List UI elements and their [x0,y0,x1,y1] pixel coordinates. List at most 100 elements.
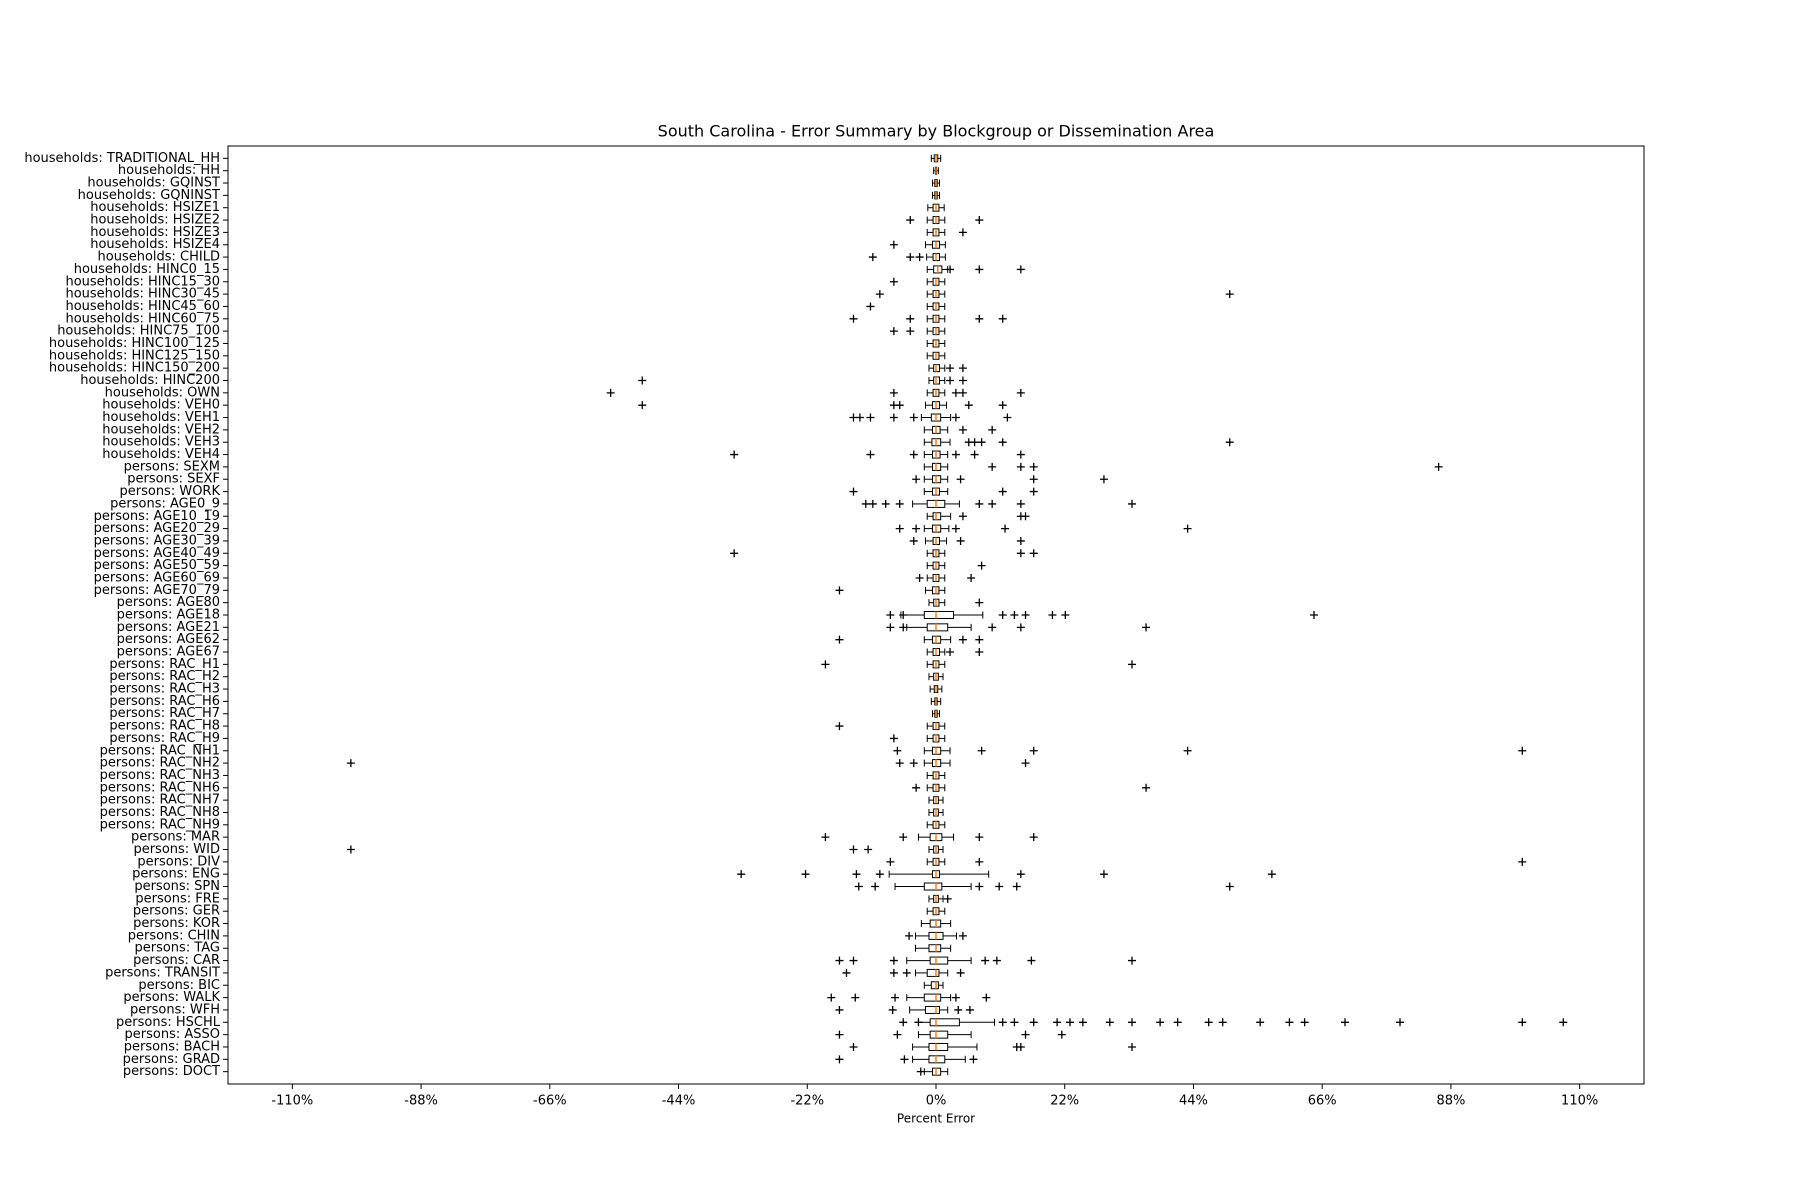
flier [951,413,960,422]
y-tick-label: persons: AGE10_19 [94,509,220,524]
y-tick-label: households: HINC45_60 [65,299,220,314]
y-tick-label: persons: DOCT [123,1064,220,1079]
flier [958,364,967,373]
y-tick-label: households: HINC60_75 [65,311,220,326]
flier [977,561,986,570]
flier [1029,549,1038,558]
flier [893,1030,902,1039]
flier [970,438,979,447]
flier [977,438,986,447]
y-tick-label: persons: AGE40_49 [94,546,220,561]
box [932,512,942,521]
flier [1128,499,1137,508]
y-tick-label: persons: RAC_H9 [109,731,220,746]
flier [638,376,647,385]
y-tick-label: persons: RAC_NH7 [100,793,220,808]
flier [906,314,915,323]
flier [871,882,880,891]
x-tick-label: 88% [1436,1094,1465,1109]
flier [975,648,984,657]
flier [988,499,997,508]
flier [981,956,990,965]
flier [1061,611,1070,619]
y-tick-label: households: HINC150_200 [49,361,220,376]
flier [1300,1018,1309,1027]
y-tick-label: households: HINC75_100 [57,324,220,339]
flier [849,487,858,496]
flier [1016,536,1025,545]
box [923,882,943,891]
flier [969,1055,978,1064]
flier [889,388,898,397]
flier [835,956,844,965]
x-tick-label: -66% [533,1094,567,1109]
y-tick-label: households: HINC100_125 [49,336,220,351]
flier [1021,759,1030,768]
y-tick-label: persons: AGE0_9 [110,496,220,511]
flier [956,475,965,484]
y-tick-label: persons: WFH [130,1002,220,1017]
flier [975,857,984,866]
flier [1256,1018,1265,1027]
flier [638,401,647,410]
flier [1341,1018,1349,1027]
x-tick-label: -22% [790,1094,824,1109]
flier [1016,499,1025,508]
flier [1048,611,1057,619]
y-tick-label: persons: AGE30_39 [94,533,220,548]
flier [946,265,955,274]
y-tick-label: persons: MAR [131,830,220,845]
flier [866,413,875,422]
flier [1518,746,1527,755]
flier [889,240,898,249]
box [930,981,939,990]
y-tick-label: persons: WORK [120,484,221,499]
flier [835,635,844,644]
flier [912,783,921,792]
flier [912,524,921,533]
y-tick-label: households: HSIZE2 [90,213,220,228]
flier [1173,1018,1182,1027]
flier [849,1042,858,1051]
box [928,1055,946,1064]
flier [958,425,967,434]
flier [886,611,895,619]
y-tick-label: persons: AGE60_69 [94,570,220,585]
flier [909,450,918,459]
y-tick-label: persons: RAC_H7 [109,706,220,721]
flier [1518,857,1527,866]
flier [899,623,908,632]
flier [849,956,858,965]
flier [1021,611,1030,619]
y-tick-label: persons: AGE18 [117,608,220,623]
flier [827,993,836,1002]
flier [1057,1030,1066,1039]
flier [854,882,863,891]
y-tick-label: households: VEH1 [102,410,220,425]
flier [835,1030,844,1039]
y-tick-label: persons: SEXM [124,459,220,474]
flier [958,635,967,644]
flier [835,1055,844,1064]
y-tick-label: persons: AGE21 [117,620,220,635]
flier [975,216,984,225]
flier [895,759,904,768]
x-tick-label: 22% [1050,1094,1079,1109]
flier [889,956,898,965]
y-tick-label: households: HSIZE1 [90,200,220,215]
flier [1218,1018,1227,1027]
flier [1309,611,1318,619]
flier [1029,833,1038,842]
flier [835,586,844,595]
box [923,611,955,619]
x-tick-label: 66% [1308,1094,1337,1109]
box [928,1042,949,1051]
flier [875,870,884,879]
flier [899,1018,908,1027]
flier [900,1055,909,1064]
flier [888,1005,897,1014]
y-tick-label: persons: RAC_H2 [109,669,220,684]
flier [946,376,955,385]
flier [998,611,1007,619]
flier [958,388,967,397]
